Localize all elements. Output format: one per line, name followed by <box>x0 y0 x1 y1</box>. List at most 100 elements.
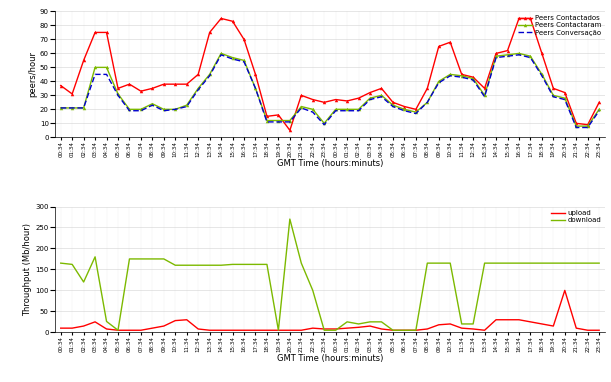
Peers Conversação <box>298 106 305 110</box>
download <box>561 261 568 265</box>
upload <box>367 324 374 329</box>
download <box>263 262 271 267</box>
upload <box>126 328 133 333</box>
Peers Contactaram <box>561 96 568 100</box>
download <box>275 328 282 333</box>
Peers Conversação <box>378 94 385 99</box>
Peers Conversação <box>584 125 591 130</box>
download <box>492 261 500 265</box>
Peers Contactados <box>148 86 156 91</box>
download <box>298 261 305 265</box>
Peers Conversação <box>57 106 64 110</box>
Peers Contactaram <box>321 121 328 126</box>
Peers Conversação <box>504 54 511 58</box>
Peers Contactaram <box>401 107 408 112</box>
Peers Contactados <box>172 82 179 86</box>
Peers Contactados <box>504 48 511 53</box>
download <box>309 288 316 293</box>
Peers Contactaram <box>309 107 316 112</box>
Peers Contactados <box>286 128 293 133</box>
Y-axis label: Throughput (Mb/hour): Throughput (Mb/hour) <box>23 223 32 316</box>
download <box>137 257 145 261</box>
upload <box>80 324 87 329</box>
Peers Contactados <box>275 113 282 117</box>
Peers Conversação <box>435 81 442 85</box>
Peers Contactados <box>114 86 122 91</box>
download <box>172 263 179 267</box>
upload <box>423 327 431 331</box>
Peers Contactados <box>389 100 397 105</box>
download <box>401 328 408 333</box>
download <box>68 262 76 267</box>
Peers Contactaram <box>80 106 87 110</box>
download <box>343 320 351 324</box>
Peers Contactaram <box>57 106 64 110</box>
download <box>148 257 156 261</box>
upload <box>435 322 442 327</box>
Peers Conversação <box>389 104 397 109</box>
Peers Contactados <box>92 30 99 35</box>
download <box>469 322 477 326</box>
Peers Contactados <box>332 97 339 102</box>
Peers Contactados <box>218 16 225 21</box>
Peers Conversação <box>332 108 339 113</box>
upload <box>218 328 225 333</box>
upload <box>447 322 454 326</box>
Peers Conversação <box>160 108 167 113</box>
Peers Contactados <box>309 97 316 102</box>
upload <box>240 328 247 333</box>
upload <box>481 328 488 333</box>
Peers Contactaram <box>435 79 442 84</box>
Peers Contactaram <box>172 107 179 112</box>
upload <box>573 326 580 330</box>
download <box>538 261 546 265</box>
Peers Contactados <box>321 100 328 105</box>
upload <box>103 327 110 331</box>
Peers Conversação <box>343 108 351 113</box>
Peers Conversação <box>148 103 156 107</box>
Legend: Peers Contactados, Peers Contactaram, Peers Conversação: Peers Contactados, Peers Contactaram, Pe… <box>516 13 604 38</box>
Peers Contactaram <box>298 104 305 109</box>
Peers Contactados <box>298 93 305 98</box>
Peers Contactaram <box>538 72 546 77</box>
Peers Conversação <box>103 72 110 77</box>
Peers Contactaram <box>458 73 466 78</box>
Peers Contactaram <box>229 55 236 60</box>
Peers Conversação <box>137 108 145 113</box>
Peers Contactaram <box>126 107 133 112</box>
download <box>527 261 534 265</box>
download <box>515 261 522 265</box>
Peers Contactados <box>550 86 557 91</box>
download <box>504 261 511 265</box>
Legend: upload, download: upload, download <box>549 208 604 225</box>
Peers Contactaram <box>469 76 477 81</box>
Peers Contactados <box>447 40 454 45</box>
Peers Contactaram <box>218 51 225 56</box>
Peers Conversação <box>401 108 408 113</box>
upload <box>206 328 213 333</box>
Peers Conversação <box>206 73 213 78</box>
upload <box>194 327 202 331</box>
Peers Conversação <box>447 73 454 78</box>
upload <box>298 328 305 333</box>
X-axis label: GMT Time (hours:minuts): GMT Time (hours:minuts) <box>277 159 383 168</box>
Peers Conversação <box>469 78 477 82</box>
Peers Conversação <box>286 120 293 124</box>
upload <box>160 324 167 329</box>
Peers Contactaram <box>550 93 557 98</box>
upload <box>458 326 466 330</box>
Peers Contactaram <box>252 86 259 91</box>
upload <box>584 328 591 333</box>
upload <box>401 328 408 333</box>
download <box>596 261 603 265</box>
Peers Contactaram <box>492 54 500 58</box>
Peers Conversação <box>229 57 236 61</box>
download <box>321 328 328 333</box>
Peers Conversação <box>183 104 191 109</box>
Peers Contactaram <box>160 107 167 112</box>
upload <box>252 328 259 333</box>
Peers Contactados <box>378 86 385 91</box>
Peers Conversação <box>194 87 202 92</box>
download <box>584 261 591 265</box>
upload <box>492 317 500 322</box>
